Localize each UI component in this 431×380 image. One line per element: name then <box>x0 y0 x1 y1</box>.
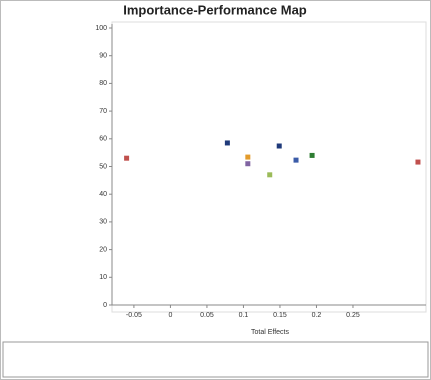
y-tick-label: 30 <box>99 219 107 226</box>
y-tick-label: 50 <box>99 163 107 170</box>
x-tick-label: 0.1 <box>239 312 249 319</box>
point <box>267 172 273 178</box>
y-tick-label: 20 <box>99 246 107 253</box>
x-tick-label: 0.25 <box>346 312 360 319</box>
y-tick-label: 60 <box>99 136 107 143</box>
x-tick-label: 0.15 <box>273 312 287 319</box>
x-tick-label: 0 <box>168 312 172 319</box>
y-tick-label: 0 <box>103 302 107 309</box>
plot-area <box>111 21 427 313</box>
x-tick-label: 0.2 <box>312 312 322 319</box>
y-tick-label: 70 <box>99 108 107 115</box>
point <box>276 143 282 149</box>
y-tick-label: 80 <box>99 80 107 87</box>
point <box>124 155 130 161</box>
y-tick-label: 40 <box>99 191 107 198</box>
point <box>224 140 230 146</box>
x-axis-label: Total Effects <box>251 329 290 336</box>
point <box>309 152 315 158</box>
x-tick-label: -0.05 <box>126 312 142 319</box>
chart-title: Importance-Performance Map <box>123 2 307 17</box>
y-tick-label: 100 <box>95 25 107 32</box>
point <box>245 154 251 160</box>
y-tick-label: 10 <box>99 274 107 281</box>
point <box>415 159 421 165</box>
point <box>293 157 299 163</box>
x-tick-label: 0.05 <box>200 312 214 319</box>
y-tick-label: 90 <box>99 53 107 60</box>
point <box>245 161 251 167</box>
legend-box <box>2 341 429 378</box>
